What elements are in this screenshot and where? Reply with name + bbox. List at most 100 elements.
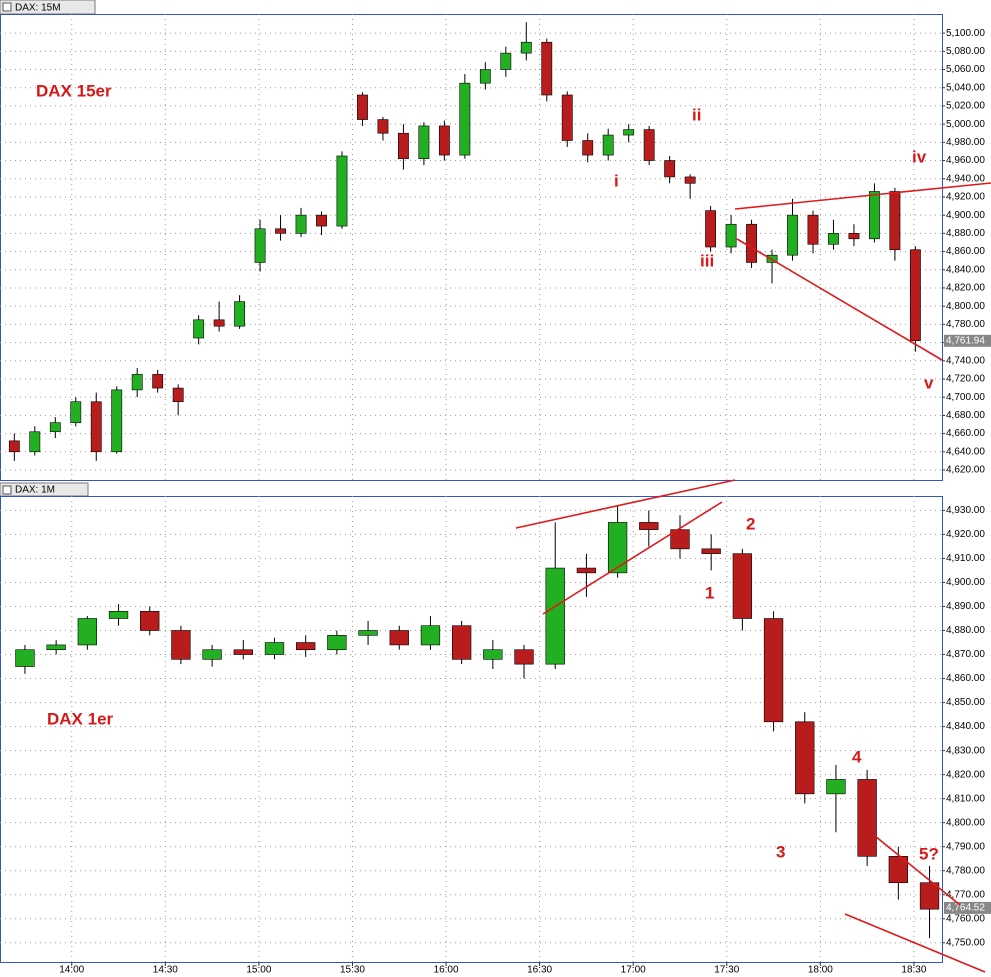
candle-body: [108, 610, 129, 619]
y-tick-label: 4,660.00: [946, 428, 985, 439]
annotation: DAX 15er: [36, 81, 112, 100]
y-tick-label: 4,930.00: [946, 505, 985, 516]
candle-body: [336, 155, 348, 227]
y-tick-label: 4,920.00: [946, 192, 985, 203]
y-tick-label: 4,680.00: [946, 410, 985, 421]
candle-body: [520, 41, 532, 54]
x-tick-label: 18:30: [901, 965, 926, 976]
y-tick-label: 4,780.00: [946, 865, 985, 876]
x-tick-label: 17:00: [621, 965, 646, 976]
candle-body: [670, 529, 690, 550]
y-tick-label: 5,020.00: [946, 101, 985, 112]
candle-body: [500, 52, 512, 70]
y-tick-label: 4,860.00: [946, 246, 985, 257]
x-tick-label: 16:00: [434, 965, 459, 976]
y-tick-label: 4,890.00: [946, 601, 985, 612]
candle-body: [358, 630, 378, 636]
y-tick-label: 5,000.00: [946, 119, 985, 130]
annotation: iv: [912, 147, 927, 166]
x-tick-label: 14:30: [153, 965, 178, 976]
candle-body: [234, 301, 246, 327]
x-tick-label: 18:00: [808, 965, 833, 976]
candle-body: [828, 233, 839, 245]
y-tick-label: 4,870.00: [946, 649, 985, 660]
pane-icon: [2, 2, 12, 12]
y-tick-label: 4,960.00: [946, 155, 985, 166]
annotation: DAX 1er: [47, 709, 114, 728]
y-tick-label: 4,880.00: [946, 228, 985, 239]
candle-body: [316, 214, 327, 227]
trend-lines: [515, 182, 991, 973]
candle-body: [451, 625, 472, 660]
y-tick-label: 4,940.00: [946, 173, 985, 184]
y-tick-label: 4,900.00: [946, 210, 985, 221]
candle-body: [725, 223, 737, 248]
candle-body: [795, 721, 815, 795]
candle-body: [131, 374, 143, 391]
candle-body: [233, 649, 253, 655]
candle-body: [77, 618, 97, 646]
candle-body: [889, 191, 901, 251]
last-price-label: 4,761.94: [946, 335, 985, 346]
y-tick-label: 4,860.00: [946, 673, 985, 684]
annotation: 3: [776, 842, 785, 861]
candle-body: [213, 319, 225, 327]
y-tick-label: 4,800.00: [946, 817, 985, 828]
candle-body: [172, 387, 184, 403]
pane-icon: [2, 485, 12, 495]
candle-body: [919, 882, 940, 910]
candle-body: [459, 82, 471, 156]
y-tick-label: 4,790.00: [946, 841, 985, 852]
candle-body: [29, 431, 41, 453]
candle-body: [541, 41, 553, 96]
candle-body: [807, 214, 819, 245]
y-tick-label: 4,820.00: [946, 283, 985, 294]
candle-body: [140, 610, 160, 631]
y-tick-label: 4,770.00: [946, 889, 985, 900]
annotation: 2: [746, 514, 755, 533]
candle-body: [193, 319, 205, 339]
candle-body: [70, 401, 82, 423]
y-tick-label: 4,700.00: [946, 392, 985, 403]
candle-body: [202, 649, 222, 660]
trend-line: [542, 501, 723, 615]
candle-body: [545, 567, 565, 665]
candle-body: [623, 129, 635, 136]
candle-body: [49, 422, 61, 433]
candle-body: [15, 649, 35, 667]
candle-body: [684, 176, 696, 184]
annotation: v: [924, 373, 934, 392]
y-tick-label: 4,740.00: [946, 355, 985, 366]
annotation: iii: [700, 251, 714, 270]
candle-body: [264, 642, 285, 655]
chart-title: DAX: 1M: [15, 485, 55, 496]
x-tick-label: 15:30: [340, 965, 365, 976]
annotation: 5?: [919, 844, 939, 863]
candle-body: [787, 214, 798, 256]
candle-body: [888, 856, 908, 884]
y-tick-label: 4,910.00: [946, 553, 985, 564]
trend-line: [736, 238, 943, 361]
candle-body: [561, 94, 573, 141]
y-tick-label: 4,720.00: [946, 374, 985, 385]
trend-line: [515, 479, 736, 529]
candle-body: [602, 134, 614, 156]
candle-body: [639, 522, 659, 530]
candle-body: [327, 635, 347, 651]
candle-body: [398, 132, 409, 160]
y-tick-label: 4,620.00: [946, 465, 985, 476]
candle-body: [701, 548, 721, 554]
candle-body: [420, 625, 441, 646]
candle-body: [848, 233, 860, 240]
candle-body: [514, 649, 534, 665]
y-tick-label: 4,850.00: [946, 697, 985, 708]
pane-border: [0, 496, 943, 963]
candle-body: [254, 228, 266, 263]
candle-body: [826, 779, 846, 795]
y-tick-label: 4,810.00: [946, 793, 985, 804]
candle-body: [111, 389, 123, 453]
candle-body: [377, 119, 389, 134]
y-tick-label: 4,920.00: [946, 529, 985, 540]
y-tick-label: 4,820.00: [946, 769, 985, 780]
